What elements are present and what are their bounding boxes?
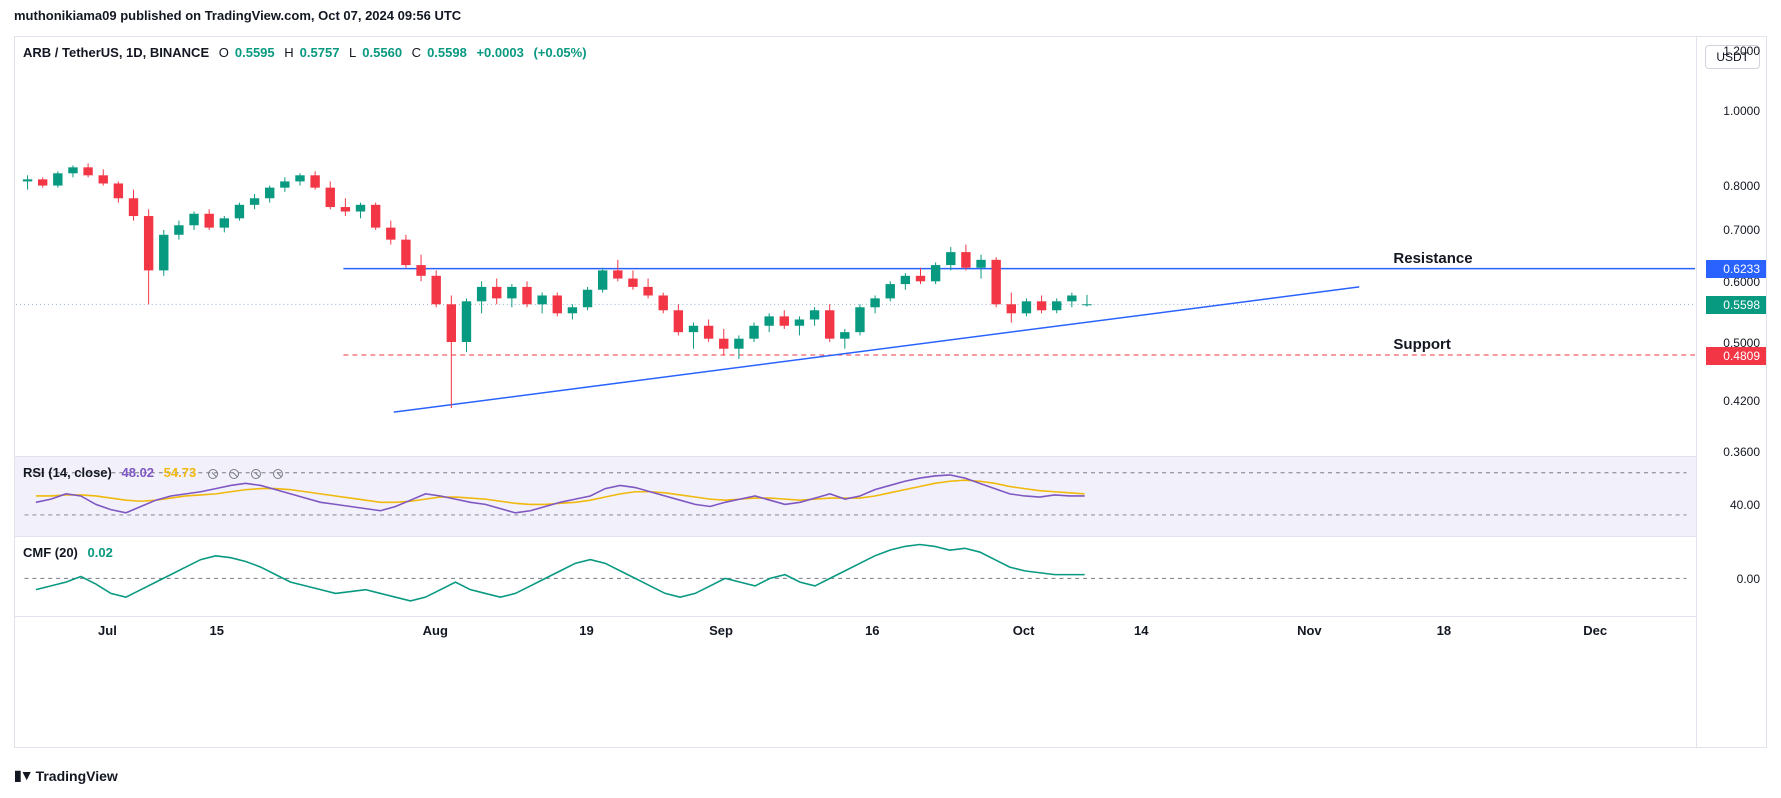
- logo-icon: ▮▼: [14, 767, 32, 784]
- logo-text: TradingView: [36, 768, 118, 784]
- price-pane[interactable]: ARB / TetherUS, 1D, BINANCE O0.5595 H0.5…: [15, 37, 1696, 457]
- price-legend: ARB / TetherUS, 1D, BINANCE O0.5595 H0.5…: [23, 45, 593, 60]
- indicator-toggle-icon[interactable]: [251, 469, 261, 479]
- y-tick-label: 0.8000: [1723, 179, 1760, 193]
- rsi-legend: RSI (14, close) 48.02 54.73: [23, 465, 289, 480]
- cmf-chart-svg[interactable]: [15, 537, 1696, 616]
- rsi-label: RSI (14, close): [23, 465, 112, 480]
- price-tag: 0.6233: [1706, 260, 1766, 278]
- ohlc-chg-pct: (+0.05%): [533, 45, 586, 60]
- indicator-toggle-icon[interactable]: [208, 469, 218, 479]
- x-tick-label: Aug: [423, 623, 448, 638]
- ohlc-low: 0.5560: [362, 45, 402, 60]
- rsi-pane[interactable]: RSI (14, close) 48.02 54.73: [15, 457, 1696, 537]
- x-tick-label: Nov: [1297, 623, 1322, 638]
- support-annotation: Support: [1393, 336, 1451, 353]
- rsi-value-1: 48.02: [122, 465, 155, 480]
- x-tick-label: 16: [865, 623, 879, 638]
- ohlc-open: 0.5595: [235, 45, 275, 60]
- price-tag: 0.4809: [1706, 347, 1766, 365]
- ohlc-high: 0.5757: [300, 45, 340, 60]
- cmf-tick-label: 0.00: [1737, 572, 1760, 586]
- y-tick-label: 0.7000: [1723, 223, 1760, 237]
- cmf-value: 0.02: [88, 545, 113, 560]
- x-tick-label: Dec: [1583, 623, 1607, 638]
- price-chart-svg[interactable]: [15, 37, 1696, 456]
- x-tick-label: 15: [209, 623, 223, 638]
- publish-header: muthonikiama09 published on TradingView.…: [0, 0, 1781, 32]
- cmf-legend: CMF (20) 0.02: [23, 545, 119, 560]
- chart-container: ARB / TetherUS, 1D, BINANCE O0.5595 H0.5…: [14, 36, 1767, 748]
- ohlc-chg: +0.0003: [476, 45, 523, 60]
- x-tick-label: 14: [1134, 623, 1148, 638]
- rsi-tick-label: 40.00: [1730, 498, 1760, 512]
- x-tick-label: 19: [579, 623, 593, 638]
- cmf-label: CMF (20): [23, 545, 78, 560]
- x-tick-label: 18: [1437, 623, 1451, 638]
- rsi-value-2: 54.73: [164, 465, 197, 480]
- price-tag: 0.5598: [1706, 296, 1766, 314]
- tradingview-logo[interactable]: ▮▼ TradingView: [14, 767, 118, 784]
- indicator-toggle-icon[interactable]: [273, 469, 283, 479]
- y-tick-label: 0.4200: [1723, 394, 1760, 408]
- x-tick-label: Jul: [98, 623, 117, 638]
- time-axis[interactable]: Jul 15 Aug 19 Sep 16 Oct 14 Nov 18 Dec: [15, 617, 1696, 647]
- x-tick-label: Oct: [1013, 623, 1035, 638]
- cmf-pane[interactable]: CMF (20) 0.02: [15, 537, 1696, 617]
- indicator-toggle-icon[interactable]: [229, 469, 239, 479]
- ohlc-close: 0.5598: [427, 45, 467, 60]
- y-axis[interactable]: USDT 0.36000.42000.50000.60000.70000.800…: [1696, 37, 1766, 747]
- x-tick-label: Sep: [709, 623, 733, 638]
- y-tick-label: 0.3600: [1723, 445, 1760, 459]
- resistance-annotation: Resistance: [1393, 250, 1472, 267]
- y-tick-label: 1.2000: [1723, 44, 1760, 58]
- symbol-label[interactable]: ARB / TetherUS, 1D, BINANCE: [23, 45, 209, 60]
- y-tick-label: 1.0000: [1723, 104, 1760, 118]
